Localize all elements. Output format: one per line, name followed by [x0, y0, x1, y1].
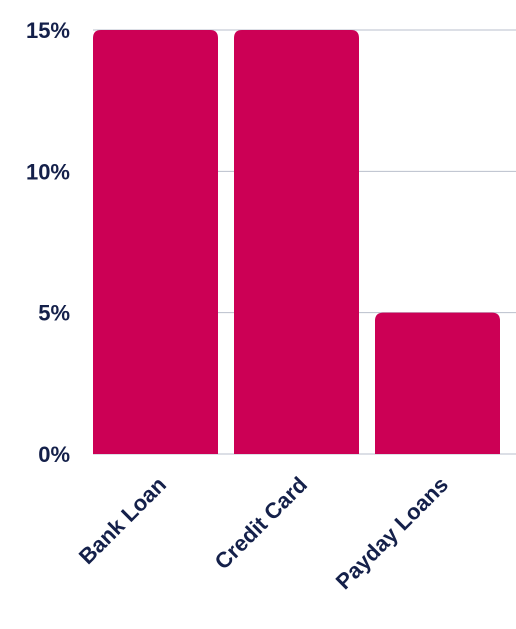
bar-payday-loans — [375, 312, 500, 454]
bar-layer — [93, 30, 500, 454]
y-tick-label: 0% — [38, 442, 70, 467]
y-axis-tick-labels: 0% 5% 10% 15% — [26, 18, 70, 467]
x-category-label: Credit Card — [210, 472, 312, 574]
y-tick-label: 15% — [26, 18, 70, 43]
x-category-label: Payday Loans — [331, 472, 453, 594]
bar-bank-loan — [93, 30, 218, 454]
x-axis-category-labels: Bank Loan Credit Card Payday Loans — [74, 472, 453, 594]
x-category-label: Bank Loan — [74, 472, 171, 569]
y-tick-label: 5% — [38, 301, 70, 326]
y-tick-label: 10% — [26, 159, 70, 184]
bar-credit-card — [234, 30, 359, 454]
